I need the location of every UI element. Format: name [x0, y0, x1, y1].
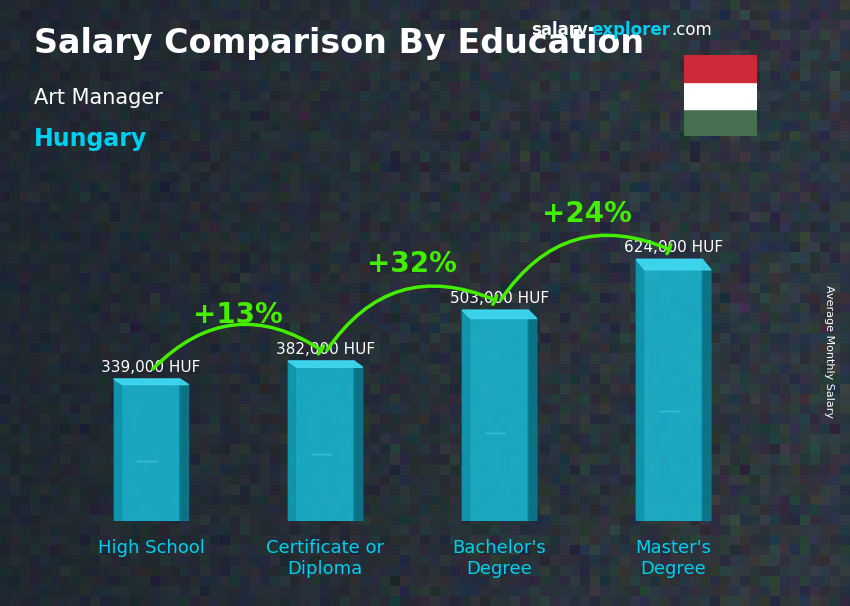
- Text: 624,000 HUF: 624,000 HUF: [624, 241, 723, 256]
- Text: Master's
Degree: Master's Degree: [636, 539, 711, 578]
- Bar: [684, 109, 756, 136]
- Text: explorer: explorer: [591, 21, 670, 39]
- Text: 339,000 HUF: 339,000 HUF: [101, 360, 201, 375]
- Text: 503,000 HUF: 503,000 HUF: [450, 291, 549, 306]
- Text: 382,000 HUF: 382,000 HUF: [275, 342, 375, 357]
- Bar: [684, 82, 756, 109]
- Text: Average Monthly Salary: Average Monthly Salary: [824, 285, 834, 418]
- Bar: [462, 310, 469, 521]
- Text: .com: .com: [672, 21, 712, 39]
- Text: +24%: +24%: [541, 199, 632, 228]
- Text: +13%: +13%: [193, 301, 283, 329]
- Text: Bachelor's
Degree: Bachelor's Degree: [452, 539, 547, 578]
- Polygon shape: [702, 259, 711, 521]
- Text: Salary Comparison By Education: Salary Comparison By Education: [34, 27, 644, 60]
- Bar: [114, 379, 180, 521]
- Bar: [636, 259, 702, 521]
- Text: salary: salary: [531, 21, 588, 39]
- Bar: [288, 361, 295, 521]
- Polygon shape: [180, 379, 189, 521]
- Polygon shape: [288, 361, 363, 367]
- Polygon shape: [462, 310, 536, 319]
- Polygon shape: [528, 310, 536, 521]
- Text: High School: High School: [98, 539, 205, 557]
- Polygon shape: [354, 361, 363, 521]
- Text: Certificate or
Diploma: Certificate or Diploma: [266, 539, 384, 578]
- Text: Hungary: Hungary: [34, 127, 147, 152]
- Bar: [288, 361, 354, 521]
- Polygon shape: [636, 259, 711, 270]
- Polygon shape: [114, 379, 189, 385]
- Bar: [636, 259, 643, 521]
- Bar: [114, 379, 121, 521]
- Text: +32%: +32%: [367, 250, 457, 278]
- Bar: [684, 55, 756, 82]
- Text: Art Manager: Art Manager: [34, 88, 163, 108]
- Bar: [462, 310, 528, 521]
